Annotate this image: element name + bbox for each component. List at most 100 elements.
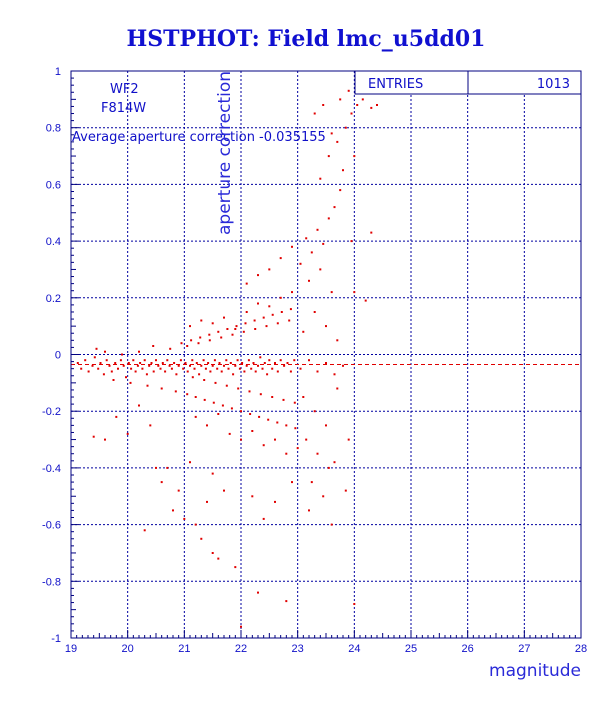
y-tick-label: 0.2 [46, 293, 61, 305]
data-point [344, 126, 347, 129]
data-point [189, 461, 191, 464]
data-point [353, 603, 356, 605]
data-point [353, 155, 356, 158]
data-point [104, 350, 106, 353]
data-point [322, 242, 325, 245]
data-point [87, 370, 90, 373]
data-point [112, 379, 115, 381]
y-tick-label: 0.8 [46, 123, 61, 135]
data-point [339, 98, 342, 101]
data-point [117, 367, 119, 370]
data-point [191, 359, 194, 362]
data-point [204, 367, 207, 370]
data-point [313, 311, 316, 313]
data-point [223, 364, 225, 367]
data-point [313, 410, 316, 413]
data-point [159, 367, 162, 370]
data-point [161, 362, 164, 364]
data-point [254, 328, 257, 330]
data-point [211, 552, 214, 554]
data-point [211, 322, 214, 325]
data-point [208, 333, 211, 336]
data-point [194, 523, 197, 526]
y-tick-label: 0 [55, 350, 61, 362]
data-point [93, 356, 96, 359]
data-point [254, 370, 257, 373]
data-point [115, 415, 118, 418]
data-point [160, 387, 163, 390]
data-point [217, 557, 220, 560]
data-point [285, 424, 288, 427]
y-tick-label: 0.4 [46, 236, 61, 248]
data-point [247, 359, 250, 362]
data-point [220, 336, 223, 339]
data-point [262, 316, 265, 319]
data-point [302, 330, 305, 333]
data-point [257, 364, 259, 367]
y-tick-label: -0.4 [42, 463, 61, 475]
data-point [268, 268, 271, 271]
y-tick-label: -0.2 [42, 406, 61, 418]
stats-box: ENTRIES 1013 [354, 70, 582, 95]
data-point [225, 359, 228, 362]
data-point [376, 104, 378, 106]
data-point [327, 155, 330, 158]
data-point [203, 379, 206, 381]
data-point [322, 495, 325, 498]
data-point [146, 384, 149, 387]
data-point [166, 359, 169, 362]
data-point [102, 373, 105, 376]
data-point [248, 390, 251, 393]
data-point [251, 495, 254, 498]
data-point [280, 311, 283, 313]
data-point [336, 339, 339, 342]
y-tick-label: -0.8 [42, 576, 61, 588]
data-point [330, 523, 333, 526]
data-point [263, 362, 266, 364]
data-point [122, 364, 125, 367]
y-tick-label: 1 [55, 66, 61, 78]
grid [71, 71, 581, 638]
data-point [299, 367, 302, 370]
data-point [225, 384, 228, 387]
data-point [217, 330, 220, 333]
data-point [148, 364, 151, 367]
data-point [134, 370, 137, 373]
data-point [110, 370, 113, 373]
data-point [121, 353, 123, 356]
data-point [308, 509, 310, 512]
data-point [347, 438, 350, 441]
data-point [259, 393, 262, 396]
data-point [232, 373, 235, 376]
data-point [200, 537, 203, 540]
data-points [76, 89, 378, 628]
data-point [197, 342, 200, 345]
data-point [138, 350, 140, 353]
data-point [129, 381, 132, 384]
data-point [160, 481, 163, 484]
data-point [302, 396, 305, 398]
data-point [157, 364, 160, 367]
data-point [136, 364, 139, 367]
data-point [235, 325, 238, 328]
data-point [189, 364, 191, 367]
data-point [333, 461, 336, 464]
data-point [180, 342, 183, 345]
data-point [285, 452, 288, 455]
data-point [218, 362, 221, 364]
data-point [184, 362, 187, 364]
data-point [271, 396, 274, 398]
data-point [223, 489, 225, 492]
y-tick-label: 0.6 [46, 179, 61, 191]
data-point [182, 367, 185, 370]
data-point [191, 376, 194, 379]
data-point [227, 367, 230, 370]
data-point [299, 262, 302, 265]
data-point [259, 356, 262, 359]
chart-title: HSTPHOT: Field lmc_u5dd01 [127, 26, 486, 52]
data-point [296, 447, 299, 450]
data-point [291, 291, 293, 294]
filter-label: F814W [101, 101, 146, 116]
data-point [241, 362, 244, 364]
